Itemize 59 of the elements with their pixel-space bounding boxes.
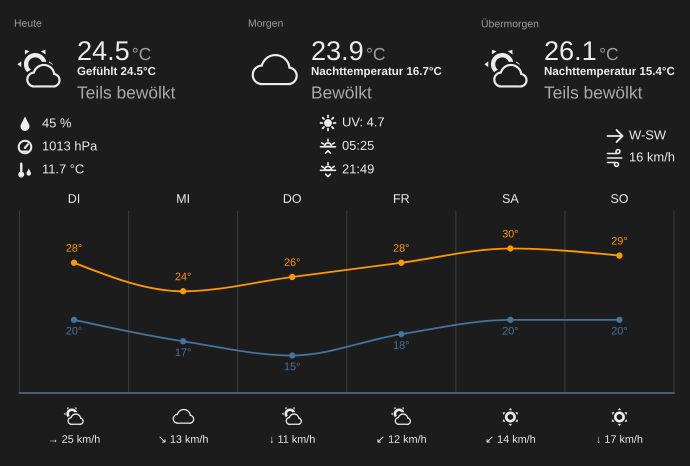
point — [507, 245, 514, 252]
text: UV: 4.7 — [342, 117, 384, 126]
data-label: 28° — [66, 244, 82, 252]
text: °C — [600, 48, 618, 60]
data-label: 17° — [176, 348, 191, 356]
text: Übermorgen — [482, 18, 538, 30]
point — [289, 352, 296, 359]
text: Teils bewölkt — [77, 86, 176, 99]
x-tick-label: MI — [177, 194, 189, 203]
text: 24.5 — [78, 41, 129, 60]
x-tick-label: DO — [284, 194, 301, 203]
text: Teils bewölkt — [544, 86, 642, 99]
text: 16 km/h — [630, 152, 674, 162]
data-label: 29° — [612, 236, 627, 245]
text: ↙ 14 km/h — [486, 434, 535, 443]
text: Heute — [14, 20, 42, 27]
point — [70, 316, 78, 323]
text: 21:49 — [342, 164, 374, 174]
text: 05:25 — [342, 140, 374, 150]
text: Nachttemperatur 15.4°C — [544, 66, 675, 78]
point — [180, 288, 186, 294]
point — [289, 274, 296, 280]
x-tick-label: SO — [610, 194, 628, 203]
point — [70, 260, 78, 266]
point — [616, 252, 623, 259]
text: 1013 hPa — [42, 140, 98, 150]
data-label: 15° — [284, 362, 300, 370]
text: Bewölkt — [312, 86, 372, 99]
data-label: 18° — [394, 341, 409, 349]
x-tick-label: SA — [502, 194, 519, 203]
text: 11.7 °C — [42, 164, 84, 174]
x-tick-label: FR — [394, 194, 410, 203]
text: W-SW — [629, 130, 666, 140]
text: 26.1 — [545, 41, 596, 60]
text: ↓ 11 km/h — [270, 434, 315, 444]
text: → 25 km/h — [50, 434, 100, 443]
data-label: 20° — [502, 326, 518, 335]
data-label: 26° — [284, 258, 300, 266]
point — [398, 330, 404, 338]
text: ↓ 17 km/h — [597, 434, 642, 444]
text: ↙ 12 km/h — [378, 434, 426, 443]
text: Morgen — [248, 20, 283, 29]
point — [398, 260, 404, 266]
text: ↘ 13 km/h — [159, 434, 208, 443]
text: °C — [132, 48, 151, 60]
text: °C — [367, 48, 385, 60]
data-label: 30° — [502, 230, 518, 238]
point — [616, 316, 623, 323]
point — [180, 338, 186, 344]
data-label: 28° — [394, 244, 409, 252]
text: 23.9 — [312, 41, 362, 60]
text: Nachttemperatur 16.7°C — [312, 66, 442, 78]
point — [507, 316, 514, 323]
data-label: 20° — [66, 326, 82, 335]
text: Gefühlt 24.5°C — [77, 66, 156, 76]
data-label: 20° — [612, 326, 627, 335]
text: 45 % — [42, 118, 71, 128]
x-tick-label: DI — [68, 194, 80, 203]
data-label: 24° — [175, 272, 191, 280]
